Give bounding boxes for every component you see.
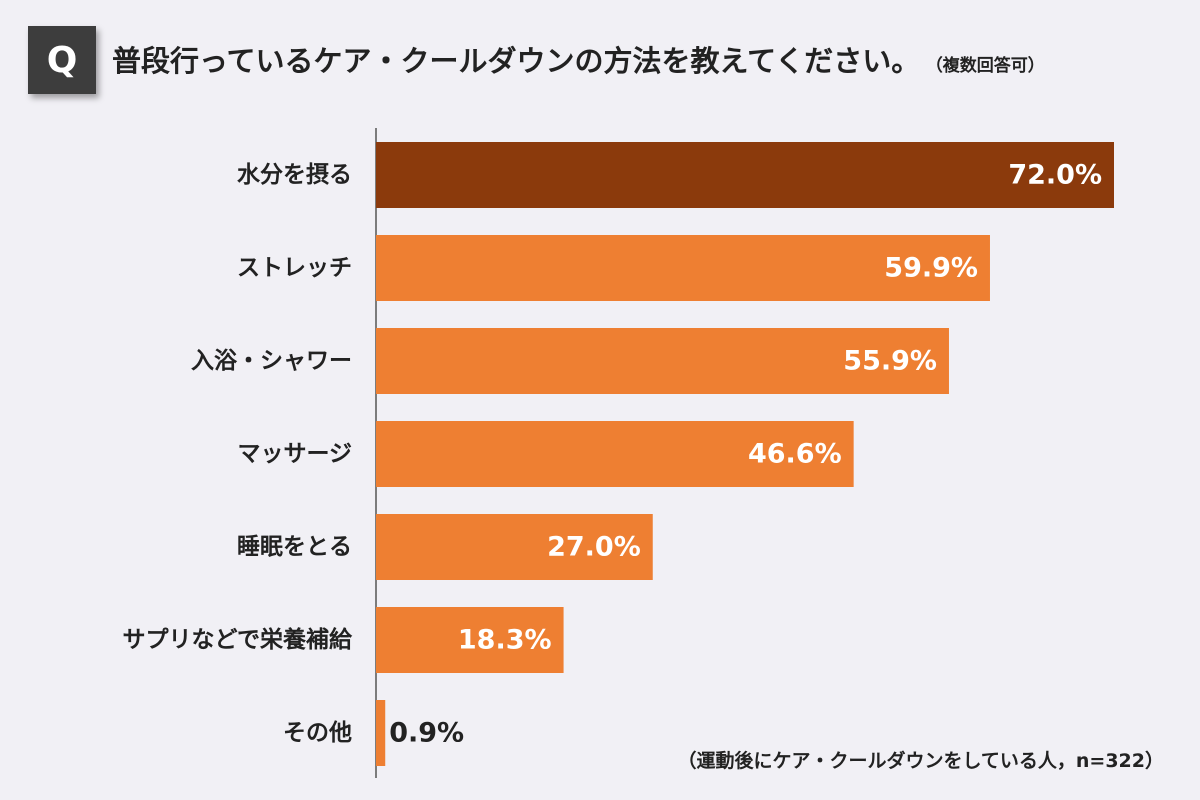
category-label: 入浴・シャワー	[191, 348, 352, 374]
value-label: 55.9%	[843, 346, 937, 377]
value-label: 27.0%	[547, 532, 641, 563]
category-label: マッサージ	[237, 441, 352, 467]
bar	[376, 328, 949, 394]
value-label: 0.9%	[389, 718, 464, 749]
category-label: その他	[283, 720, 352, 746]
chart-footnote: （運動後にケア・クールダウンをしている人，n=322）	[677, 750, 1164, 772]
question-title: 普段行っているケア・クールダウンの方法を教えてください。	[112, 44, 921, 78]
category-label: サプリなどで栄養補給	[122, 626, 353, 653]
category-label: ストレッチ	[237, 255, 352, 281]
question-badge: Q	[28, 26, 96, 94]
value-label: 59.9%	[884, 253, 978, 284]
value-label: 18.3%	[458, 625, 552, 656]
bar	[376, 514, 653, 580]
category-label: 水分を摂る	[237, 162, 352, 188]
question-note: （複数回答可）	[934, 56, 1045, 76]
value-label: 46.6%	[748, 439, 842, 470]
value-label: 72.0%	[1008, 160, 1102, 191]
bar	[376, 142, 1114, 208]
bar	[376, 700, 386, 766]
category-label: 睡眠をとる	[237, 534, 352, 560]
bar	[376, 421, 854, 487]
bar	[376, 235, 990, 301]
question-text: 普段行っているケア・クールダウンの方法を教えてください。 （複数回答可）	[112, 38, 1045, 80]
bar	[376, 607, 564, 673]
